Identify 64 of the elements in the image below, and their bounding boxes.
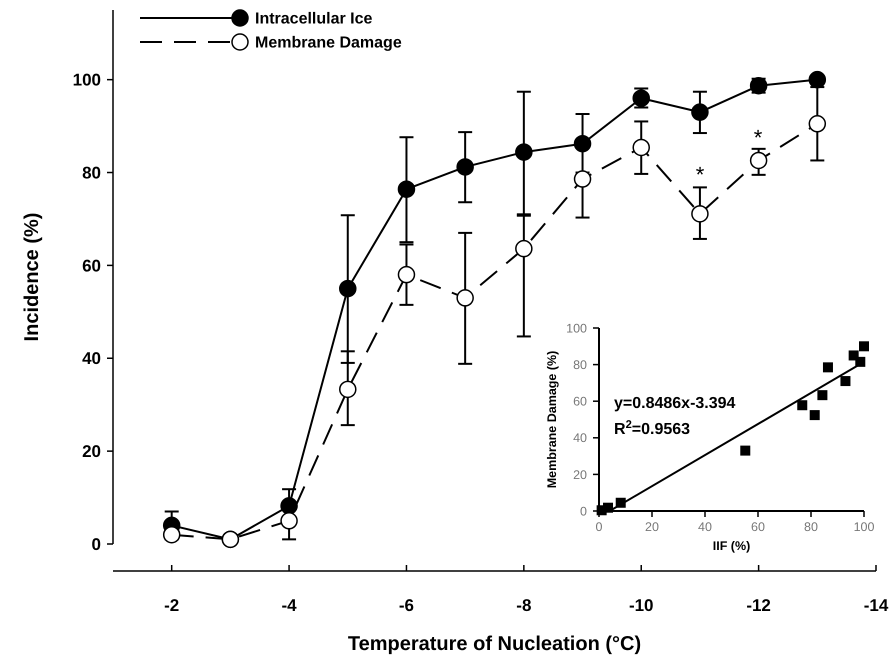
- point: [603, 502, 614, 513]
- point: [840, 376, 850, 386]
- y-tick-label: 60: [573, 394, 588, 409]
- x-axis-title: Temperature of Nucleation (°C): [348, 633, 642, 655]
- point: [822, 362, 833, 372]
- point: [797, 400, 808, 410]
- point: [740, 446, 750, 456]
- x-tick-label: 60: [751, 520, 765, 534]
- point: [515, 143, 533, 161]
- legend-label: Membrane Damage: [255, 34, 402, 52]
- x-tick-label: -14: [864, 596, 889, 615]
- point: [691, 205, 709, 223]
- y-axis-title: Incidence (%): [21, 212, 43, 342]
- y-tick-label: 40: [573, 431, 588, 446]
- point: [616, 498, 626, 508]
- x-tick-label: 80: [804, 520, 818, 534]
- point: [456, 158, 474, 176]
- point: [339, 280, 357, 298]
- point: [280, 497, 298, 515]
- y-tick-label: 100: [72, 70, 101, 90]
- y-tick-label: 40: [82, 349, 101, 368]
- point: [339, 380, 357, 398]
- point: [859, 341, 869, 352]
- point: [808, 115, 826, 133]
- point: [398, 180, 416, 198]
- x-tick-label: -8: [516, 596, 532, 615]
- annotation: *: [754, 125, 763, 150]
- x-tick-label: -10: [628, 596, 654, 615]
- point: [810, 410, 820, 420]
- x-tick-label: 40: [698, 520, 712, 534]
- point: [574, 134, 592, 152]
- y-axis-title: Membrane Damage (%): [545, 350, 559, 488]
- point: [808, 70, 826, 88]
- y-tick-label: 80: [573, 358, 588, 372]
- y-tick-label: 0: [580, 504, 588, 518]
- y-tick-label: 20: [82, 442, 101, 462]
- x-tick-label: 100: [854, 520, 874, 534]
- point: [456, 289, 474, 307]
- y-tick-label: 100: [566, 321, 588, 336]
- annotation: y=0.8486x-3.394: [614, 395, 736, 412]
- x-axis-title: IIF (%): [712, 539, 750, 553]
- point: [574, 170, 592, 188]
- point: [691, 103, 709, 121]
- y-tick-label: 80: [82, 163, 101, 182]
- annotation: R$^{2}$=0.9563: [614, 419, 690, 438]
- legend-label: Intracellular Ice: [255, 10, 372, 28]
- x-tick-label: 20: [645, 520, 659, 534]
- point: [750, 152, 768, 170]
- point: [817, 390, 828, 400]
- x-tick-label: -6: [398, 596, 414, 615]
- y-tick-label: 60: [82, 256, 101, 276]
- y-tick-label: 20: [573, 468, 588, 482]
- annotation: *: [696, 162, 705, 187]
- point: [632, 138, 650, 156]
- x-tick-label: -2: [164, 596, 180, 615]
- point: [398, 266, 416, 284]
- x-tick-label: -4: [282, 596, 298, 615]
- x-tick-label: 0: [596, 520, 603, 534]
- y-tick-label: 0: [92, 534, 101, 554]
- point: [162, 526, 180, 544]
- point: [280, 512, 298, 530]
- point: [515, 240, 533, 258]
- x-tick-label: -12: [746, 596, 771, 615]
- point: [855, 356, 866, 367]
